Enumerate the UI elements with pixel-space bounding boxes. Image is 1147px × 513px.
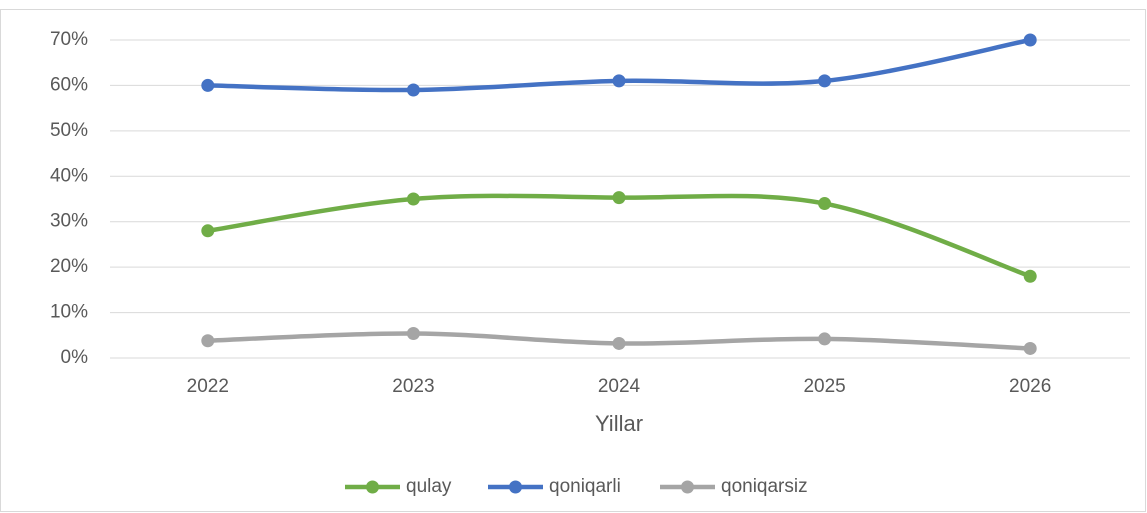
y-tick-label: 60% [50,74,88,95]
chart-border [0,9,1146,512]
legend-marker [366,480,379,494]
legend-label: qoniqarli [549,476,621,497]
y-tick-label: 20% [50,256,88,277]
legend-label: qoniqarsiz [721,476,808,497]
data-point [201,334,215,348]
data-point [1023,269,1037,283]
data-point [1023,341,1037,355]
data-point [818,74,832,88]
data-point [612,191,626,205]
x-axis-title: Yillar [595,411,643,436]
data-point [406,326,420,340]
data-point [201,224,215,238]
series-line [205,193,1033,279]
y-tick-label: 0% [61,347,89,368]
data-point [406,192,420,206]
y-tick-label: 70% [50,29,88,50]
data-point [201,78,215,92]
data-point [406,83,420,97]
data-point [612,336,626,350]
legend-marker [681,480,694,494]
y-tick-label: 10% [50,302,88,323]
y-tick-label: 40% [50,165,88,186]
x-tick-label: 2026 [1009,376,1051,397]
data-point [818,332,832,346]
legend-label: qulay [406,476,452,497]
data-point [612,74,626,88]
data-point [818,197,832,211]
x-tick-label: 2024 [598,376,641,397]
legend-marker [509,480,522,494]
x-tick-label: 2025 [803,376,845,397]
y-tick-label: 30% [50,211,88,232]
x-tick-label: 2023 [392,376,434,397]
data-point [1023,33,1037,47]
y-tick-label: 50% [50,120,88,141]
x-tick-label: 2022 [187,376,229,397]
